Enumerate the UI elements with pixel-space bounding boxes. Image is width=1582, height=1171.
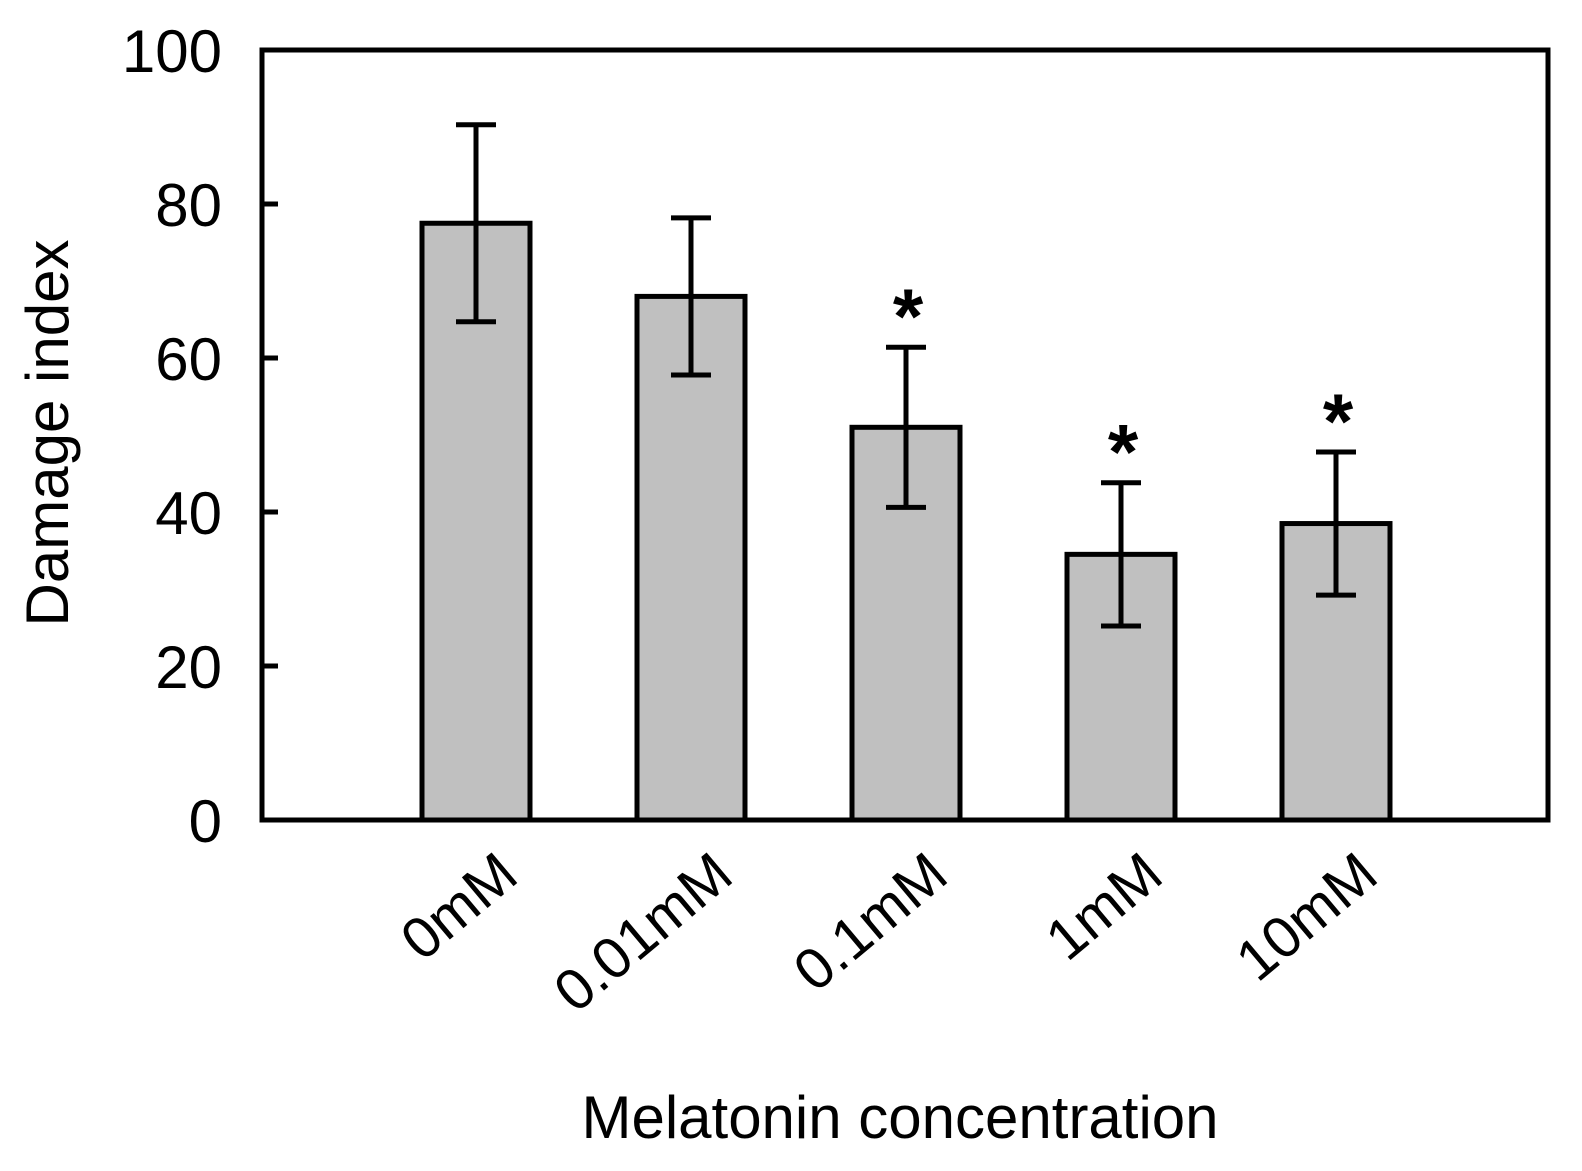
y-tick-label: 40 — [155, 480, 222, 547]
y-tick-label: 80 — [155, 172, 222, 239]
significance-marker-10mM: * — [1323, 377, 1354, 465]
x-tick-label-0mM: 0mM — [389, 840, 530, 973]
error-bars-layer — [456, 122, 1356, 629]
y-tick-label: 20 — [155, 634, 222, 701]
y-tick-label: 100 — [122, 18, 222, 85]
significance-marker-1mM: * — [1108, 408, 1139, 496]
y-tick-label: 60 — [155, 326, 222, 393]
x-tick-label-10mM: 10mM — [1224, 840, 1389, 993]
x-tick-label-0.01mM: 0.01mM — [542, 840, 744, 1024]
y-axis-ticks: 0 20 40 60 80 100 — [122, 18, 278, 855]
bar-1mM — [1064, 551, 1178, 823]
bar-0.01mM — [634, 293, 748, 823]
y-tick-label: 0 — [189, 788, 222, 855]
plot-frame — [259, 47, 1551, 823]
significance-marker-0.1mM: * — [893, 272, 924, 360]
x-axis-tick-labels: 0mM 0.01mM 0.1mM 1mM 10mM — [389, 840, 1390, 1024]
y-axis-title: Damage index — [14, 240, 81, 627]
x-tick-label-0.1mM: 0.1mM — [782, 840, 960, 1004]
x-tick-label-1mM: 1mM — [1034, 840, 1175, 973]
significance-layer: * * * — [893, 272, 1354, 496]
x-axis-title: Melatonin concentration — [581, 1084, 1218, 1151]
